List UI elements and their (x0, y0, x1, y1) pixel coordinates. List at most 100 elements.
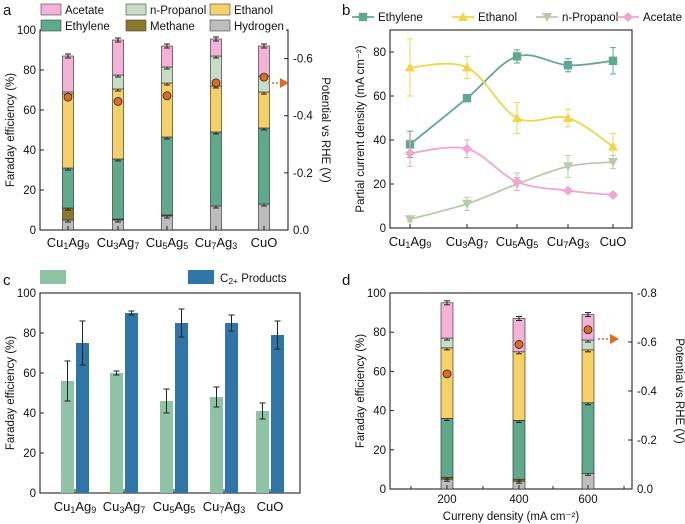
x-category-label: Cu3Ag7 (97, 235, 140, 251)
legend-label: n-Propanol (562, 12, 618, 24)
category-label-part: Ag (467, 234, 483, 249)
y-tick-label: 40 (23, 408, 36, 420)
panel-letter-d: d (342, 272, 350, 289)
category-label-part: Ag (568, 234, 584, 249)
y-tick-label: 60 (23, 368, 36, 380)
x-category-label: Cu7Ag3 (195, 235, 238, 251)
category-label-part: 3 (584, 240, 589, 250)
y-tick-label: 0 (30, 225, 36, 237)
x-category-label: Cu3Ag7 (446, 234, 489, 250)
legend-swatch-acetate (40, 3, 62, 16)
x-category-label: Cu7Ag3 (547, 234, 590, 250)
series-line-acetate (409, 146, 614, 196)
bar-c2-products (225, 323, 238, 493)
data-point-acetate (405, 148, 415, 159)
x-category-label: Cu1Ag9 (47, 235, 90, 251)
y-tick-label: 20 (373, 179, 386, 191)
y-tick-label: 100 (17, 25, 36, 37)
bar-liquid-products (160, 401, 173, 493)
legend-label-part: 2+ (228, 276, 238, 286)
legend-swatch-liquid-products (40, 270, 66, 284)
panel-a-chart: 0 20 40 60 80 100 0.0 -0.2 -0.4 -0.6 Faraday effic… (5, 2, 331, 251)
bar-segment-ethanol (161, 82, 173, 138)
legend-marker-acetate (623, 12, 633, 22)
data-point-ethylene (462, 94, 472, 103)
category-label-part: Ag (517, 234, 533, 249)
y2-tick-label: -0.4 (293, 111, 313, 123)
data-point-ethylene (563, 61, 573, 70)
category-label-part: Cu (446, 234, 463, 249)
data-point-ethanol (608, 141, 618, 151)
data-point-acetate (608, 190, 618, 200)
y-tick-label: 80 (23, 65, 36, 77)
y-axis-label: Faraday efficiency (%) (5, 73, 17, 187)
category-label-part: 5 (190, 505, 195, 515)
data-point-ethylene (608, 56, 618, 65)
category-label-part: Cu (195, 235, 212, 250)
y-tick-label: 20 (23, 448, 36, 460)
data-point-ethylene (512, 52, 522, 61)
panel-letter-a: a (3, 2, 12, 19)
potential-marker (259, 72, 269, 82)
bar-segment-acetate (258, 45, 270, 77)
category-label-part: Cu (389, 234, 406, 249)
bar-c2-products (76, 343, 89, 493)
y-axis-label: Faraday efficiency (%) (5, 336, 17, 450)
category-label-part: Cu (47, 235, 64, 250)
category-label-part: 5 (512, 240, 517, 250)
category-label-part: Ag (224, 499, 240, 514)
x-axis-label: Curreny density (mA cm⁻²) (443, 511, 580, 523)
bar-segment-acetate (440, 302, 454, 339)
legend-swatch-hydrogen (209, 19, 231, 32)
bar-segment-acetate (210, 38, 222, 57)
y2-tick-label: -0.8 (637, 288, 657, 300)
category-label-part: CuO (251, 235, 278, 250)
potential-marker (514, 340, 524, 349)
legend-swatch-c2-products (188, 270, 214, 284)
bar-liquid-products (110, 373, 123, 493)
y-tick-label: 20 (23, 185, 36, 197)
potential-marker (442, 369, 452, 379)
potential-axis-arrow-head (610, 334, 619, 344)
panel-d-chart: 0 20 40 60 80 100 0.0 -0.2 -0.4 -0.6 -0.8 Faraday e… (355, 288, 685, 523)
potential-axis-arrow-head (280, 78, 289, 88)
category-label-part: Ag (118, 235, 134, 250)
y-tick-label: 40 (373, 406, 386, 418)
potential-marker (211, 78, 221, 88)
legend-label-part: Products (238, 273, 287, 285)
data-point-n-propanol (462, 199, 472, 209)
series-line-ethylene (409, 54, 614, 146)
bar-liquid-products (256, 411, 269, 493)
x-category-label: Cu1Ag9 (54, 499, 97, 515)
y2-axis-label: Potential vs RHE (V) (319, 77, 331, 183)
category-label-part: 7 (211, 241, 216, 251)
data-point-n-propanol (563, 162, 573, 172)
bar-segment-acetate (62, 55, 74, 93)
legend-label: Acetate (65, 5, 104, 17)
x-tick-label: 600 (578, 494, 597, 506)
bar-liquid-products (61, 381, 74, 493)
y2-tick-label: -0.2 (293, 168, 313, 180)
category-label-part: Cu (54, 499, 71, 514)
y2-tick-label: 0.0 (637, 484, 653, 496)
category-label-part: Cu (496, 234, 513, 249)
category-label-part: Cu (103, 499, 120, 514)
x-category-label: Cu5Ag5 (153, 499, 196, 515)
category-label-part: Cu (547, 234, 564, 249)
potential-marker (63, 92, 73, 102)
bar-segment-ethanol (440, 347, 454, 419)
category-label-part: 7 (134, 241, 139, 251)
category-label-part: Ag (75, 499, 91, 514)
category-label-part: Cu (146, 235, 163, 250)
category-label-part: 7 (219, 505, 224, 515)
data-point-ethanol (563, 113, 573, 122)
bar-segment-acetate (161, 45, 173, 68)
bar-segment-ethylene (62, 167, 74, 209)
category-label-part: CuO (600, 234, 627, 249)
series-line-ethanol (409, 62, 614, 148)
potential-marker (162, 91, 172, 101)
y-tick-label: 20 (373, 445, 386, 457)
category-label-part: 3 (462, 240, 467, 250)
legend-label: Hydrogen (234, 21, 284, 33)
